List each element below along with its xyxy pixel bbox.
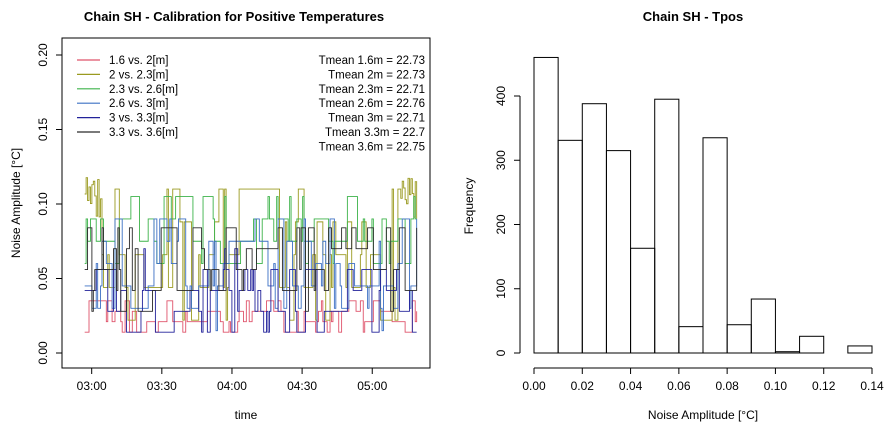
left-x-tick-label: 03:00	[77, 379, 107, 393]
legend-label: 2.6 vs. 3[m]	[109, 98, 168, 110]
tmean-annotation: Tmean 2.6m = 22.76	[319, 98, 425, 110]
right-y-tick-label: 100	[494, 278, 508, 298]
right-y-axis-label: Frequency	[462, 178, 476, 235]
left-series-lines	[84, 177, 418, 333]
right-x-tick-label: 0.00	[522, 379, 546, 393]
legend-label: 3.3 vs. 3.6[m]	[109, 127, 178, 139]
series-line-4	[84, 218, 418, 332]
tmean-annotations: Tmean 1.6m = 22.73 Tmean 2m = 22.73 Tmean …	[319, 55, 425, 153]
left-y-tick-label: 0.00	[36, 341, 50, 365]
left-plot-frame	[61, 37, 431, 369]
right-y-tick-label: 0	[494, 349, 508, 356]
right-x-tick-label: 0.04	[619, 379, 643, 393]
right-x-tick-label: 0.10	[764, 379, 788, 393]
right-y-tick-label: 200	[494, 214, 508, 234]
series-line-3	[84, 196, 417, 265]
left-y-axis: 0.00 0.05 0.10 0.15 0.20	[36, 43, 62, 365]
right-y-tick-label: 300	[494, 150, 508, 170]
histogram-panel: Chain SH - Tpos 0.00 0.02 0.04 0.06 0.08 0.10…	[462, 9, 884, 422]
left-x-tick-label: 04:30	[287, 379, 317, 393]
right-x-tick-label: 0.08	[715, 379, 739, 393]
tmean-annotation: Tmean 2.3m = 22.71	[319, 84, 425, 96]
histogram-bar	[605, 150, 632, 354]
histogram-bar	[581, 103, 607, 354]
histogram-bar	[750, 298, 776, 354]
right-x-axis-label: Noise Amplitude [°C]	[648, 408, 758, 422]
histogram-bar	[847, 345, 873, 354]
histogram-bar	[557, 139, 583, 354]
left-x-tick-label: 04:00	[217, 379, 247, 393]
right-x-tick-label: 0.14	[860, 379, 884, 393]
histogram-bar	[774, 351, 801, 354]
left-x-tick-label: 05:00	[357, 379, 387, 393]
legend: 1.6 vs. 2[m] 2 vs. 2.3[m] 2.3 vs. 2.6[m] 2.…	[77, 55, 178, 139]
series-line-1	[84, 300, 418, 333]
histogram-bar	[678, 326, 704, 354]
right-x-tick-label: 0.12	[812, 379, 836, 393]
histogram-bar	[799, 335, 825, 354]
tmean-annotation: Tmean 2m = 22.73	[328, 69, 425, 81]
tmean-annotation: Tmean 1.6m = 22.73	[319, 55, 425, 67]
right-x-tick-label: 0.06	[667, 379, 691, 393]
legend-label: 3 vs. 3.3[m]	[109, 113, 168, 125]
right-chart-title: Chain SH - Tpos	[643, 9, 743, 24]
left-x-axis: 03:00 03:30 04:00 04:30 05:00	[77, 368, 388, 393]
right-x-tick-label: 0.02	[571, 379, 595, 393]
time-series-panel: Chain SH - Calibration for Positive Temp…	[9, 9, 431, 422]
left-x-tick-label: 03:30	[147, 379, 177, 393]
left-y-tick-label: 0.05	[36, 266, 50, 290]
histogram-bar	[630, 247, 656, 354]
histogram-bar	[726, 324, 752, 354]
right-x-axis: 0.00 0.02 0.04 0.06 0.08 0.10 0.12 0.14	[522, 367, 884, 393]
tmean-annotation: Tmean 3.6m = 22.75	[319, 141, 425, 153]
left-y-axis-label: Noise Amplitude [°C]	[9, 148, 23, 258]
histogram-bar	[654, 98, 680, 354]
left-y-tick-label: 0.10	[36, 192, 50, 216]
tmean-annotation: Tmean 3m = 22.71	[328, 113, 425, 125]
left-y-tick-label: 0.20	[36, 43, 50, 67]
left-x-axis-label: time	[235, 408, 258, 422]
legend-label: 1.6 vs. 2[m]	[109, 55, 168, 67]
histogram-bars	[533, 56, 873, 354]
legend-label: 2 vs. 2.3[m]	[109, 69, 168, 81]
tmean-annotation: Tmean 3.3m = 22.7	[325, 127, 425, 139]
histogram-bar	[702, 137, 728, 354]
legend-label: 2.3 vs. 2.6[m]	[109, 84, 178, 96]
histogram-bar	[533, 56, 559, 354]
left-chart-title: Chain SH - Calibration for Positive Temp…	[84, 9, 384, 24]
right-y-tick-label: 400	[494, 86, 508, 106]
left-y-tick-label: 0.15	[36, 117, 50, 141]
series-line-5	[84, 248, 417, 333]
series-line-6	[84, 227, 418, 312]
right-y-axis: 0 100 200 300 400	[494, 86, 521, 356]
